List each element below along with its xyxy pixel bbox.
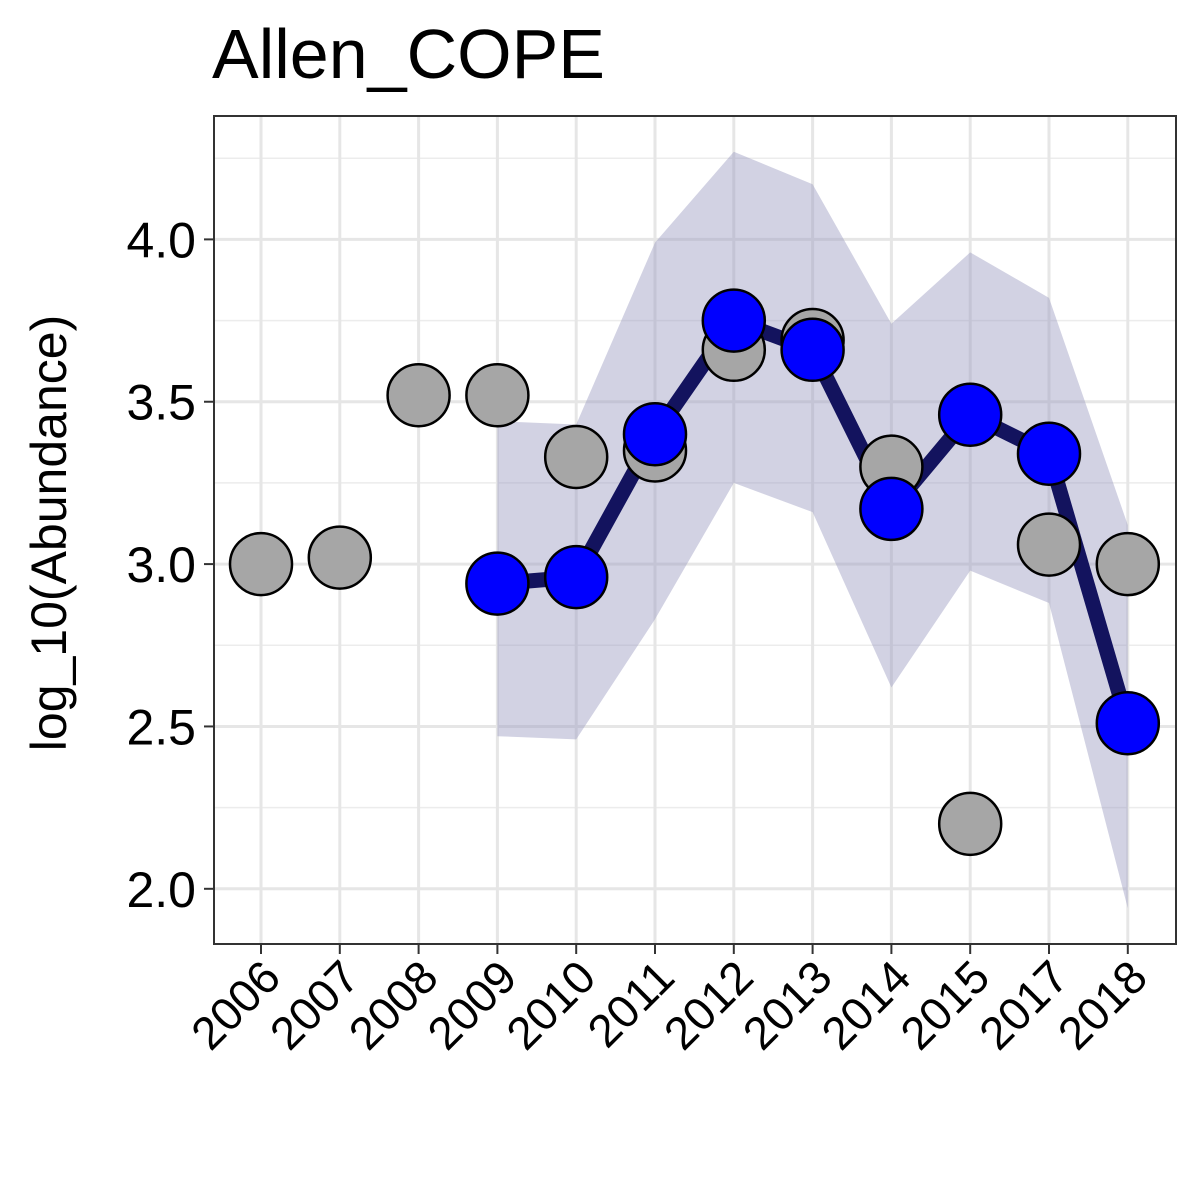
x-tick-label: 2007 — [260, 950, 369, 1059]
observed-point-2006 — [228, 531, 294, 597]
x-axis: 2006200720082009201020112012201320142015… — [181, 944, 1157, 1059]
observed-point-2017 — [1016, 512, 1082, 577]
chart-title: Allen_COPE — [212, 15, 605, 93]
x-tick-label: 2010 — [496, 950, 605, 1059]
x-tick-label: 2013 — [733, 950, 842, 1059]
estimate-point-2017 — [1016, 421, 1082, 486]
x-tick-label: 2009 — [417, 950, 526, 1059]
y-axis-label: log_10(Abundance) — [21, 315, 77, 751]
x-tick-label: 2015 — [890, 950, 999, 1059]
estimate-point-2011 — [622, 401, 688, 467]
confidence-band — [497, 151, 1128, 909]
estimate-point-2012 — [701, 288, 767, 353]
x-tick-label: 2014 — [811, 950, 920, 1059]
y-tick-label: 4.0 — [126, 212, 196, 268]
plot-panel-border — [213, 115, 1177, 945]
observed-point-2010 — [543, 424, 609, 490]
y-axis: 2.0 2.5 3.0 3.5 4.0 — [126, 212, 214, 918]
y-tick-label: 3.0 — [126, 537, 196, 593]
estimate-point-2015 — [937, 382, 1003, 447]
observed-point-2015 — [937, 791, 1003, 857]
estimate-points — [465, 288, 1161, 756]
observed-point-2007 — [307, 525, 373, 590]
estimate-point-2009 — [465, 551, 530, 616]
grid — [214, 116, 1176, 944]
y-tick-label: 2.5 — [126, 699, 196, 755]
y-tick-label: 3.5 — [126, 375, 196, 431]
observed-point-2009 — [465, 362, 530, 428]
estimate-point-2010 — [543, 544, 609, 610]
x-tick-label: 2011 — [577, 950, 684, 1057]
x-tick-label: 2012 — [654, 950, 763, 1059]
x-tick-label: 2017 — [969, 950, 1078, 1059]
estimate-point-2014 — [859, 476, 924, 542]
x-tick-label: 2008 — [339, 950, 448, 1059]
estimate-point-2018 — [1095, 690, 1161, 756]
y-tick-label: 2.0 — [126, 862, 196, 918]
x-tick-label: 2006 — [181, 950, 290, 1059]
observed-point-2008 — [386, 362, 451, 428]
confidence-ribbon — [497, 151, 1128, 909]
x-tick-label: 2018 — [1048, 950, 1157, 1059]
estimate-point-2013 — [780, 317, 845, 383]
observed-point-2018 — [1095, 531, 1161, 597]
